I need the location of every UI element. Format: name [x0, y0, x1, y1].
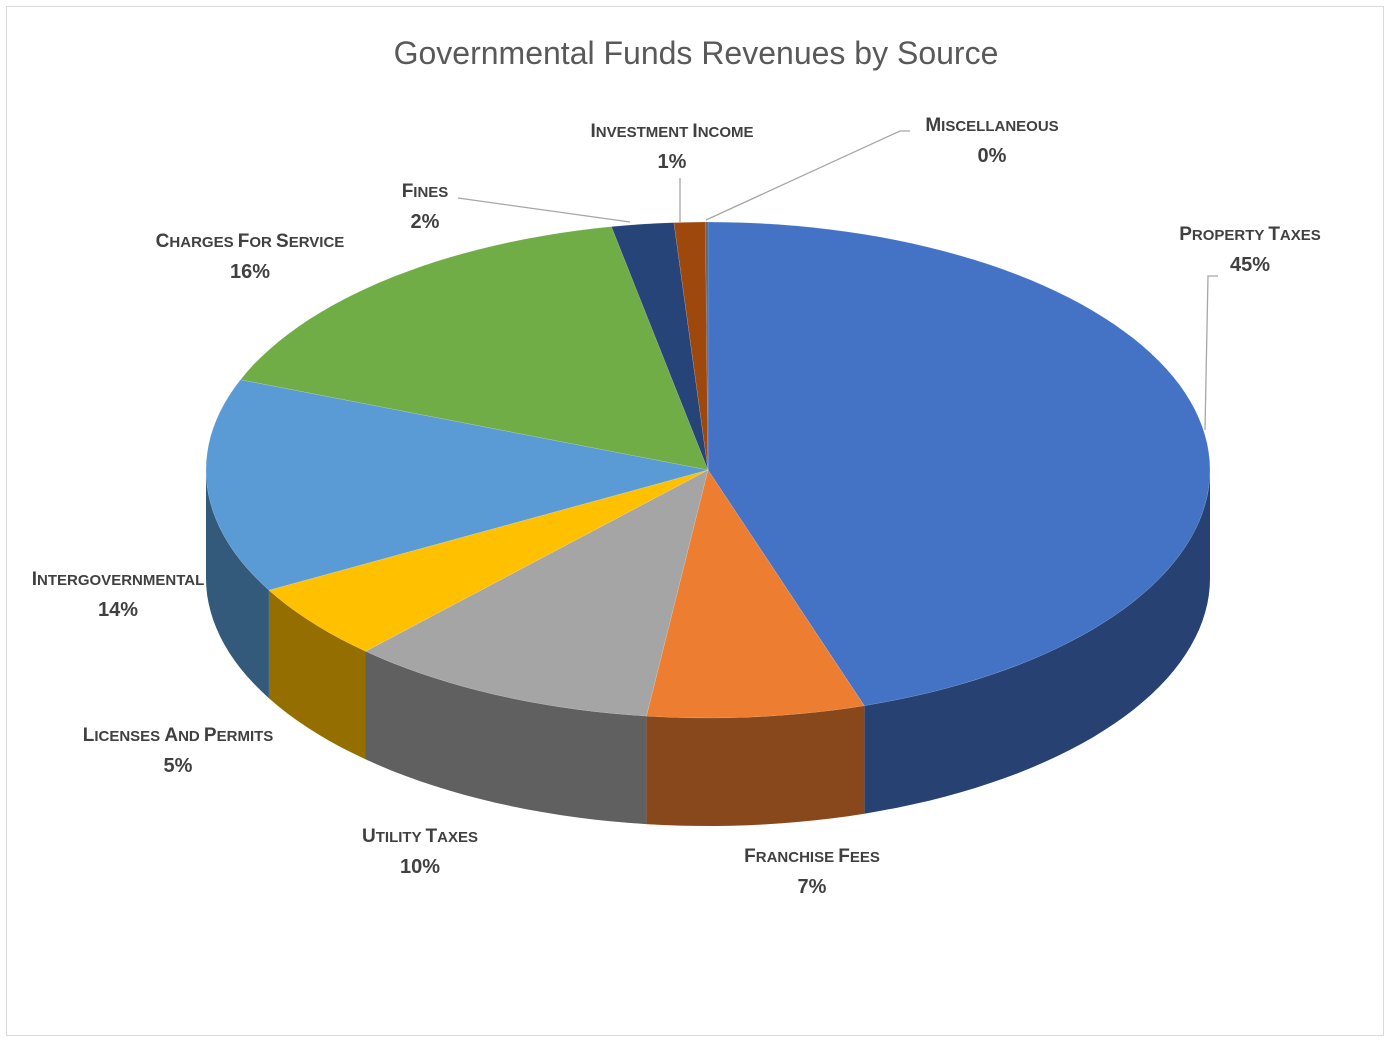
slice-side-intergovernmental-shade [206, 470, 269, 699]
pie-sides [206, 470, 1210, 826]
label-miscellaneous-percent: 0% [978, 145, 1007, 167]
leader-line-miscellaneous [705, 130, 910, 221]
label-investment-income: INVESTMENT INCOME 1% [590, 121, 753, 173]
label-property-taxes: PROPERTY TAXES 45% [1179, 224, 1321, 276]
label-investment-income-name: INVESTMENT INCOME [590, 121, 753, 142]
label-franchise-fees-percent: 7% [798, 876, 827, 898]
slice-side-utility-taxes-shade [365, 651, 647, 825]
slice-side-licenses-and-permits [268, 590, 366, 760]
slice-intergovernmental [205, 379, 709, 591]
label-licenses-and-permits-name: LICENSES AND PERMITS [83, 725, 274, 746]
label-utility-taxes-percent: 10% [400, 856, 440, 878]
slice-side-property-taxes-shade [864, 470, 1210, 814]
label-property-taxes-percent: 45% [1230, 254, 1270, 276]
slice-side-intergovernmental [206, 470, 269, 699]
slice-utility-taxes [364, 469, 709, 717]
leader-line-fines [457, 197, 631, 223]
slice-investment-income [673, 221, 709, 471]
label-charges-for-service-name: CHARGES FOR SERVICE [156, 231, 345, 252]
leader-line-property-taxes [1204, 275, 1218, 431]
leader-lines [457, 130, 1218, 431]
label-fines: FINES 2% [402, 181, 449, 233]
label-utility-taxes-name: UTILITY TAXES [362, 826, 478, 847]
data-labels: PROPERTY TAXES 45% FRANCHISE FEES 7% UTILITY… [32, 115, 1321, 898]
label-miscellaneous: MISCELLANEOUS 0% [925, 115, 1058, 167]
slice-side-franchise-fees-shade [646, 705, 865, 826]
label-investment-income-percent: 1% [658, 151, 687, 173]
chart-title: Governmental Funds Revenues by Source [394, 35, 999, 71]
label-charges-for-service-percent: 16% [230, 261, 270, 283]
label-intergovernmental: INTERGOVERNMENTAL 14% [32, 569, 205, 621]
slice-side-franchise-fees [646, 705, 865, 826]
label-fines-name: FINES [402, 181, 449, 202]
slice-miscellaneous [705, 221, 709, 471]
label-miscellaneous-name: MISCELLANEOUS [925, 115, 1058, 136]
label-franchise-fees: FRANCHISE FEES 7% [744, 846, 880, 898]
label-franchise-fees-name: FRANCHISE FEES [744, 846, 880, 867]
label-licenses-and-permits-percent: 5% [164, 755, 193, 777]
slice-side-utility-taxes [365, 651, 647, 825]
chart-frame [6, 6, 1384, 1036]
label-intergovernmental-percent: 14% [98, 599, 138, 621]
slice-side-licenses-and-permits-shade [268, 590, 366, 760]
label-property-taxes-name: PROPERTY TAXES [1179, 224, 1321, 245]
label-intergovernmental-name: INTERGOVERNMENTAL [32, 569, 205, 590]
slice-property-taxes [707, 221, 1211, 706]
label-charges-for-service: CHARGES FOR SERVICE 16% [156, 231, 345, 283]
slice-franchise-fees [646, 469, 865, 719]
label-utility-taxes: UTILITY TAXES 10% [362, 826, 478, 878]
slice-charges-for-service [240, 226, 709, 471]
label-fines-percent: 2% [411, 211, 440, 233]
label-licenses-and-permits: LICENSES AND PERMITS 5% [83, 725, 274, 777]
slice-licenses-and-permits [268, 469, 709, 652]
pie-top [205, 221, 1211, 719]
slice-side-property-taxes [864, 470, 1210, 814]
